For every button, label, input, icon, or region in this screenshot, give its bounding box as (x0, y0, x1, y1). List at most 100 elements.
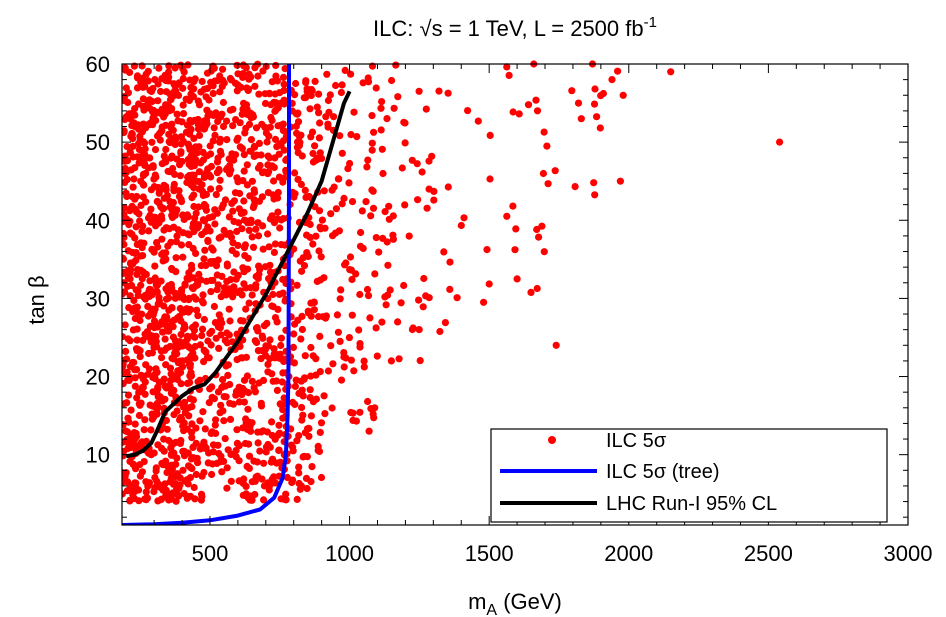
data-point (328, 404, 336, 412)
data-point (298, 325, 306, 334)
data-point (250, 186, 258, 194)
data-point (321, 410, 329, 418)
chart-title: ILC: √s = 1 TeV, L = 2500 fb-1 (373, 14, 657, 41)
data-point (254, 327, 262, 335)
data-point (359, 79, 367, 87)
data-point (186, 145, 194, 154)
data-point (128, 122, 136, 130)
data-point (255, 262, 263, 270)
data-point (133, 394, 141, 402)
data-point (260, 322, 268, 330)
data-point (148, 349, 156, 357)
data-point (213, 459, 221, 467)
data-point (338, 200, 346, 208)
data-point (209, 89, 217, 98)
data-point (135, 346, 143, 354)
data-point (428, 152, 436, 160)
data-point (168, 286, 176, 294)
data-point (387, 357, 395, 365)
data-point (133, 366, 141, 374)
data-point (128, 130, 136, 138)
data-point (152, 278, 160, 286)
data-point (122, 229, 128, 238)
data-point (400, 281, 408, 290)
data-point (416, 357, 424, 365)
data-point (292, 79, 300, 88)
data-point (236, 189, 244, 198)
data-point (401, 119, 409, 127)
data-point (122, 478, 127, 486)
data-point (168, 388, 176, 396)
data-point (171, 170, 179, 178)
data-point (323, 70, 331, 78)
data-point (173, 407, 181, 415)
x-tick-label: 2000 (604, 541, 653, 566)
data-point (177, 436, 185, 445)
data-point (332, 81, 340, 90)
data-point (355, 326, 363, 334)
data-point (222, 291, 230, 299)
data-point (140, 159, 148, 167)
data-point (460, 214, 468, 222)
data-point (254, 164, 263, 172)
data-point (301, 186, 309, 194)
data-point (291, 169, 299, 177)
data-point (122, 254, 127, 262)
data-point (250, 201, 258, 209)
data-point (235, 457, 243, 465)
data-point (289, 443, 297, 451)
data-point (295, 479, 303, 488)
data-point (228, 150, 236, 158)
data-point (261, 90, 269, 98)
data-point (225, 331, 233, 339)
data-point (140, 106, 148, 114)
data-point (205, 449, 213, 457)
data-point (241, 129, 249, 137)
data-point (188, 403, 196, 411)
data-point (275, 429, 284, 437)
data-point (540, 248, 548, 256)
data-point (248, 495, 256, 503)
data-point (248, 233, 256, 241)
data-point (195, 270, 203, 278)
data-point (198, 181, 206, 189)
data-point (244, 405, 252, 413)
data-point (214, 281, 222, 289)
data-point (480, 298, 488, 306)
data-point (270, 473, 278, 481)
data-point (207, 185, 215, 193)
data-point (269, 290, 277, 299)
data-point (168, 266, 176, 274)
data-point (221, 435, 229, 443)
data-point (188, 194, 196, 202)
data-point (294, 316, 302, 324)
data-point (418, 168, 426, 176)
data-point (151, 171, 159, 179)
data-point (172, 238, 180, 246)
data-point (154, 108, 162, 116)
data-point (409, 324, 417, 332)
data-point (194, 223, 202, 231)
data-point (124, 98, 132, 106)
data-point (192, 424, 200, 432)
data-point (245, 452, 254, 460)
data-point (381, 293, 389, 301)
data-point (223, 166, 231, 174)
data-point (336, 295, 344, 303)
data-point (165, 62, 173, 70)
data-point (229, 122, 237, 130)
data-point (368, 146, 376, 154)
data-point (196, 417, 204, 425)
data-point (219, 98, 227, 107)
data-point (184, 61, 192, 69)
data-point (135, 411, 143, 420)
data-point (172, 87, 180, 95)
data-point (271, 479, 280, 487)
data-point (219, 407, 227, 415)
legend-label-ilc: ILC 5σ (606, 430, 667, 452)
data-point (300, 262, 309, 270)
data-point (364, 156, 372, 164)
data-point (315, 134, 323, 142)
data-point (123, 192, 131, 201)
data-point (181, 280, 189, 288)
